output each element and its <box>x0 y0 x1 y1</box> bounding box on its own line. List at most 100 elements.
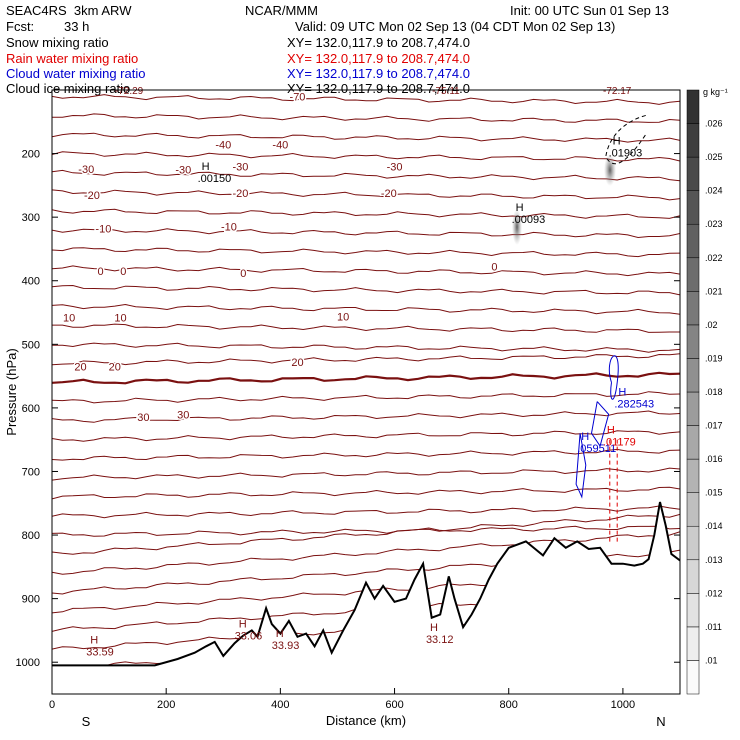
colorbar-swatch <box>686 559 700 594</box>
temperature-label: 0 <box>240 268 246 280</box>
temperature-label: 0 <box>120 266 126 278</box>
colorbar-swatch <box>686 324 700 359</box>
temperature-contour <box>52 342 680 353</box>
extremum-value: 33.12 <box>426 634 454 646</box>
extremum-value: .00150 <box>198 173 232 185</box>
snow-contour <box>605 114 647 165</box>
colorbar-swatch <box>686 291 700 326</box>
temperature-contour <box>52 371 680 385</box>
terrain-fill <box>52 502 680 694</box>
y-tick-label-600: 600 <box>22 403 40 415</box>
colorbar-tick-label: .025 <box>705 152 723 162</box>
field-cloudice-xy: XY= 132.0,117.9 to 208.7,474.0 <box>287 81 470 96</box>
colorbar-swatch <box>686 123 700 158</box>
temperature-label: 10 <box>114 313 126 325</box>
temperature-label: -30 <box>387 161 403 173</box>
init-time: Init: 00 UTC Sun 01 Sep 13 <box>510 3 669 18</box>
valid-time: Valid: 09 UTC Mon 02 Sep 13 (04 CDT Mon … <box>295 19 616 34</box>
temperature-contour <box>52 151 680 162</box>
x-tick-label-0: 0 <box>49 699 55 711</box>
y-tick-label-800: 800 <box>22 530 40 542</box>
temperature-label: 20 <box>291 357 303 369</box>
extremum-marker: H <box>618 387 626 399</box>
extremum-value: .00093 <box>512 214 546 226</box>
colorbar-tick-label: .02 <box>705 320 718 330</box>
colorbar-swatch <box>686 156 700 191</box>
extremum-marker: H <box>613 135 621 147</box>
colorbar-swatch <box>686 660 700 695</box>
top-contour-label: -72.29 <box>115 86 144 97</box>
colorbar-swatch <box>686 626 700 661</box>
colorbar-tick-label: .019 <box>705 353 723 363</box>
x-tick-label-1000: 1000 <box>611 699 635 711</box>
colorbar-unit: g kg⁻¹ <box>703 87 728 97</box>
temperature-contour <box>52 169 680 182</box>
y-tick-label-700: 700 <box>22 466 40 478</box>
temperature-label: -20 <box>84 190 100 202</box>
temperature-label: 0 <box>97 266 103 278</box>
field-rain-label: Rain water mixing ratio <box>6 51 139 66</box>
colorbar-tick-label: .021 <box>705 286 723 296</box>
fcst-value: 33 h <box>64 19 90 34</box>
colorbar-tick-label: .017 <box>705 421 723 431</box>
x-end-north: N <box>656 714 665 729</box>
colorbar-tick-label: .022 <box>705 253 723 263</box>
temperature-contour <box>52 132 680 143</box>
x-tick-label-600: 600 <box>385 699 403 711</box>
temperature-contour <box>52 430 680 442</box>
x-end-south: S <box>82 714 91 729</box>
top-contour-label: -72.17 <box>603 86 632 97</box>
extremum-value: .059511 <box>577 443 616 455</box>
top-contour-label: -75.11 <box>432 86 460 97</box>
fcst-label: Fcst: <box>6 19 35 34</box>
temperature-label: 30 <box>137 412 149 424</box>
colorbar-swatch <box>686 190 700 225</box>
x-tick-label-400: 400 <box>271 699 289 711</box>
y-axis-title: Pressure (hPa) <box>4 348 19 435</box>
cloud-ice-blob-upper <box>512 209 522 245</box>
colorbar-tick-label: .024 <box>705 186 723 196</box>
colorbar-tick-label: .01 <box>705 655 718 665</box>
temperature-contour <box>52 113 680 123</box>
y-tick-label-900: 900 <box>22 594 40 606</box>
field-snow-xy: XY= 132.0,117.9 to 208.7,474.0 <box>287 35 470 50</box>
temperature-contour <box>52 265 680 277</box>
colorbar-swatch <box>686 525 700 561</box>
extremum-value: .01179 <box>603 437 636 449</box>
colorbar-tick-label: .011 <box>705 622 722 632</box>
temperature-contour <box>52 486 680 500</box>
x-tick-label-200: 200 <box>157 699 175 711</box>
cloud-water-contour <box>608 355 619 400</box>
colorbar-swatch <box>686 257 700 292</box>
colorbar-swatch <box>686 425 700 460</box>
y-tick-label-500: 500 <box>22 339 40 351</box>
colorbar-tick-label: .015 <box>705 488 723 498</box>
temperature-label: 20 <box>74 362 86 374</box>
colorbar-tick-label: .013 <box>705 555 723 565</box>
extremum-marker: H <box>607 425 615 437</box>
colorbar-tick-label: .023 <box>705 219 723 229</box>
extremum-marker: H <box>516 202 524 214</box>
temperature-label: 10 <box>63 313 75 325</box>
y-tick-label-300: 300 <box>22 212 40 224</box>
temperature-contour <box>52 391 680 404</box>
extremum-marker: H <box>202 161 210 173</box>
temperature-contour <box>52 513 680 555</box>
field-snow-label: Snow mixing ratio <box>6 35 109 50</box>
colorbar-swatch <box>686 391 700 426</box>
y-tick-label-1000: 1000 <box>16 657 40 669</box>
plot-frame <box>51 89 681 695</box>
temperature-contour <box>52 303 680 315</box>
temperature-label: -40 <box>272 140 288 152</box>
temperature-label: -30 <box>232 161 248 173</box>
x-axis-title: Distance (km) <box>326 713 406 728</box>
field-cloudice-label: Cloud ice mixing ratio <box>6 81 131 96</box>
temperature-contour <box>52 189 680 201</box>
colorbar-swatch <box>686 492 700 527</box>
colorbar-tick-label: .014 <box>705 521 723 531</box>
cloud-water-contour <box>590 401 610 448</box>
extremum-marker: H <box>239 619 247 631</box>
temperature-contour <box>52 505 680 519</box>
field-rain-xy: XY= 132.0,117.9 to 208.7,474.0 <box>287 51 470 66</box>
